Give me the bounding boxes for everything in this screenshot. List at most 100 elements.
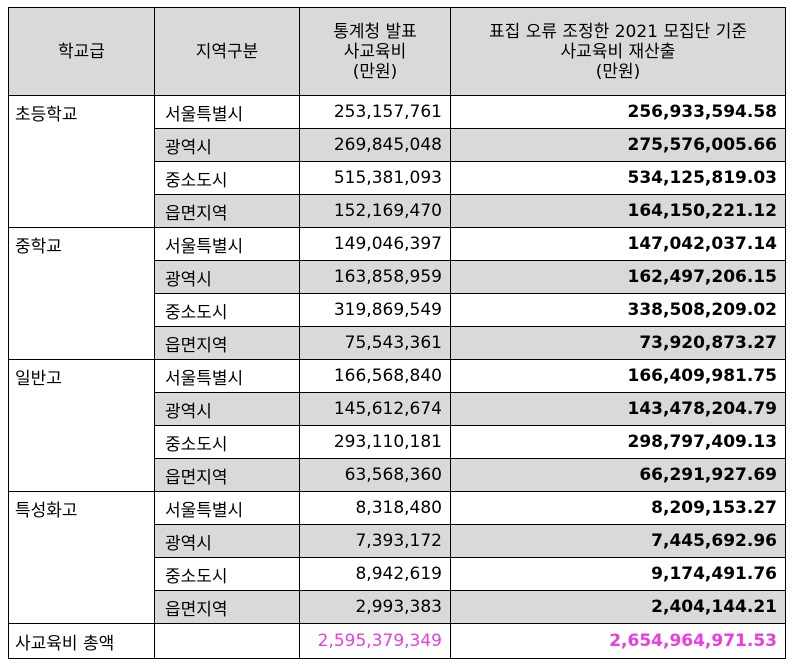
region-cell: 중소도시 [154,161,300,195]
header-official-line: 통계청 발표 [333,21,417,42]
official-cost-cell: 152,169,470 [299,194,451,228]
region-cell: 중소도시 [154,557,300,591]
recalc-cost-cell: 164,150,221.12 [450,194,786,228]
header-region: 지역구분 [154,7,300,96]
recalc-cost-cell: 8,209,153.27 [450,491,786,525]
official-cost-cell: 166,568,840 [299,359,451,393]
school-level-cell-empty [8,590,155,624]
school-level-cell-empty [8,260,155,294]
recalc-cost-cell: 147,042,037.14 [450,227,786,261]
official-cost-cell: 149,046,397 [299,227,451,261]
official-cost-cell: 2,993,383 [299,590,451,624]
school-level-cell-empty [8,161,155,195]
official-cost-cell: 8,942,619 [299,557,451,591]
header-official-cost: 통계청 발표 사교육비 (만원) [299,7,451,96]
recalc-cost-cell: 73,920,873.27 [450,326,786,360]
table-row: 초등학교 서울특별시 253,157,761 256,933,594.58 [8,95,786,129]
official-cost-cell: 145,612,674 [299,392,451,426]
education-cost-table: 학교급 지역구분 통계청 발표 사교육비 (만원) 표집 오류 조정한 2021… [8,7,786,659]
region-cell: 광역시 [154,524,300,558]
school-level-cell: 중학교 [8,227,155,261]
total-label: 사교육비 총액 [8,623,155,659]
table-row: 중소도시 319,869,549 338,508,209.02 [8,293,786,327]
recalc-cost-cell: 166,409,981.75 [450,359,786,393]
table-row: 중소도시 293,110,181 298,797,409.13 [8,425,786,459]
table-row: 읍면지역 152,169,470 164,150,221.12 [8,194,786,228]
table-row: 광역시 7,393,172 7,445,692.96 [8,524,786,558]
header-school-level: 학교급 [8,7,155,96]
table-body: 초등학교 서울특별시 253,157,761 256,933,594.58 광역… [8,95,786,659]
recalc-cost-cell: 2,404,144.21 [450,590,786,624]
region-cell: 광역시 [154,128,300,162]
table-row: 광역시 163,858,959 162,497,206.15 [8,260,786,294]
table-row: 중소도시 515,381,093 534,125,819.03 [8,161,786,195]
region-cell: 읍면지역 [154,458,300,492]
table-row: 특성화고 서울특별시 8,318,480 8,209,153.27 [8,491,786,525]
header-recalc-cost: 표집 오류 조정한 2021 모집단 기준 사교육비 재산출 (만원) [450,7,786,96]
recalc-cost-cell: 7,445,692.96 [450,524,786,558]
official-cost-cell: 163,858,959 [299,260,451,294]
table-row: 광역시 145,612,674 143,478,204.79 [8,392,786,426]
header-row: 학교급 지역구분 통계청 발표 사교육비 (만원) 표집 오류 조정한 2021… [8,7,786,96]
official-cost-cell: 515,381,093 [299,161,451,195]
region-cell: 중소도시 [154,293,300,327]
table-row: 읍면지역 75,543,361 73,920,873.27 [8,326,786,360]
table-row: 중학교 서울특별시 149,046,397 147,042,037.14 [8,227,786,261]
official-cost-cell: 75,543,361 [299,326,451,360]
table-container: 학교급 지역구분 통계청 발표 사교육비 (만원) 표집 오류 조정한 2021… [8,7,786,659]
header-official-line: 사교육비 [343,41,407,62]
school-level-cell-empty [8,557,155,591]
region-cell: 광역시 [154,260,300,294]
school-level-cell-empty [8,524,155,558]
table-row: 중소도시 8,942,619 9,174,491.76 [8,557,786,591]
official-cost-cell: 269,845,048 [299,128,451,162]
total-region-empty [154,623,300,659]
recalc-cost-cell: 275,576,005.66 [450,128,786,162]
school-level-cell: 일반고 [8,359,155,393]
total-row: 사교육비 총액 2,595,379,349 2,654,964,971.53 [8,623,786,659]
recalc-cost-cell: 162,497,206.15 [450,260,786,294]
header-official-line: (만원) [352,61,398,82]
header-recalc-line: 사교육비 재산출 [560,41,676,62]
school-level-cell-empty [8,194,155,228]
school-level-cell-empty [8,128,155,162]
region-cell: 서울특별시 [154,491,300,525]
recalc-cost-cell: 256,933,594.58 [450,95,786,129]
table-row: 읍면지역 2,993,383 2,404,144.21 [8,590,786,624]
total-recalc-cost: 2,654,964,971.53 [450,623,786,659]
official-cost-cell: 7,393,172 [299,524,451,558]
region-cell: 읍면지역 [154,590,300,624]
recalc-cost-cell: 143,478,204.79 [450,392,786,426]
recalc-cost-cell: 9,174,491.76 [450,557,786,591]
school-level-cell-empty [8,392,155,426]
school-level-cell: 특성화고 [8,491,155,525]
region-cell: 읍면지역 [154,326,300,360]
school-level-cell: 초등학교 [8,95,155,129]
school-level-cell-empty [8,326,155,360]
school-level-cell-empty [8,458,155,492]
recalc-cost-cell: 298,797,409.13 [450,425,786,459]
region-cell: 광역시 [154,392,300,426]
recalc-cost-cell: 66,291,927.69 [450,458,786,492]
total-official-cost: 2,595,379,349 [299,623,451,659]
table-row: 읍면지역 63,568,360 66,291,927.69 [8,458,786,492]
table-row: 일반고 서울특별시 166,568,840 166,409,981.75 [8,359,786,393]
region-cell: 중소도시 [154,425,300,459]
region-cell: 서울특별시 [154,359,300,393]
official-cost-cell: 253,157,761 [299,95,451,129]
recalc-cost-cell: 534,125,819.03 [450,161,786,195]
official-cost-cell: 319,869,549 [299,293,451,327]
official-cost-cell: 8,318,480 [299,491,451,525]
header-recalc-line: 표집 오류 조정한 2021 모집단 기준 [489,21,747,42]
official-cost-cell: 293,110,181 [299,425,451,459]
table-row: 광역시 269,845,048 275,576,005.66 [8,128,786,162]
school-level-cell-empty [8,425,155,459]
header-recalc-line: (만원) [595,61,641,82]
official-cost-cell: 63,568,360 [299,458,451,492]
table-header: 학교급 지역구분 통계청 발표 사교육비 (만원) 표집 오류 조정한 2021… [8,7,786,96]
region-cell: 서울특별시 [154,95,300,129]
region-cell: 서울특별시 [154,227,300,261]
school-level-cell-empty [8,293,155,327]
region-cell: 읍면지역 [154,194,300,228]
recalc-cost-cell: 338,508,209.02 [450,293,786,327]
